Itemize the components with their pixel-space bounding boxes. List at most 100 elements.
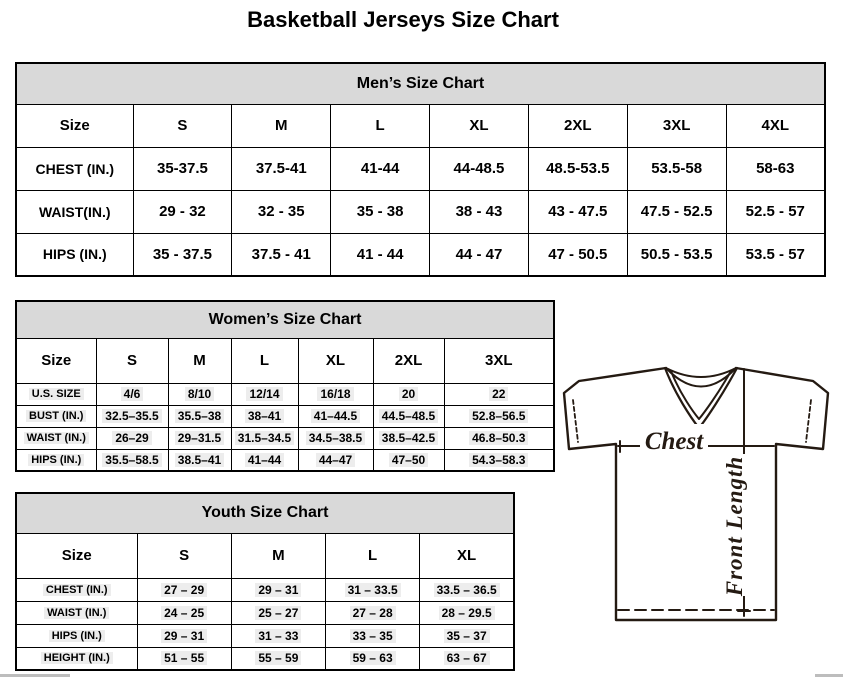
size-value-cell: 29–31.5 [167,426,232,450]
size-value-cell: 50.5 - 53.5 [626,232,727,277]
column-header: L [330,103,431,148]
horizontal-scrollbar-fragment[interactable] [0,674,70,677]
size-value-cell: 41–44.5 [297,404,374,428]
size-value: 31 – 33 [255,628,302,643]
table-caption-row: Youth Size Chart [15,492,515,534]
column-header: M [231,103,332,148]
size-value: 4/6 [120,387,144,401]
horizontal-scrollbar-fragment[interactable] [815,674,843,677]
row-label: CHEST (IN.) [15,577,138,602]
size-value-cell: 16/18 [297,382,374,406]
size-value-cell: 52.8–56.5 [443,404,555,428]
size-value-cell: 28 – 29.5 [419,600,515,625]
right-cuff-dashed-line [805,399,812,443]
vneck-inner-line [670,370,732,420]
size-value-cell: 41 - 44 [330,232,431,277]
size-value-cell: 22 [443,382,555,406]
column-header: L [324,532,421,579]
front-length-label-backdrop [730,454,757,596]
chest-label-backdrop [640,424,708,452]
youth-size-chart-table: Youth Size Chart Size S M L XL CHEST (IN… [15,492,515,671]
row-label-text: U.S. SIZE [28,388,84,400]
column-header: 3XL [443,337,555,384]
row-label: HIPS (IN.) [15,623,138,648]
size-value-cell: 31 – 33 [230,623,327,648]
size-value-cell: 32.5–35.5 [95,404,169,428]
size-value: 29 – 31 [255,582,302,597]
size-value: 26–29 [112,431,152,445]
column-header: S [136,532,232,579]
row-label-text: BUST (IN.) [26,410,87,422]
size-value-cell: 37.5 - 41 [231,232,332,277]
size-value: 35 – 37 [443,628,490,643]
row-label-text: HIPS (IN.) [28,453,85,466]
column-header: S [95,337,169,384]
column-header: 4XL [725,103,826,148]
table-header-row: Size S M L XL 2XL 3XL [15,337,555,384]
size-value: 32.5–35.5 [102,409,162,423]
size-value-cell: 38.5–42.5 [372,426,445,450]
womens-size-chart-table: Women’s Size Chart Size S M L XL 2XL 3XL… [15,300,556,472]
table-row: BUST (IN.) 32.5–35.5 35.5–38 38–41 41–44… [15,404,555,428]
column-header: Size [15,103,134,148]
table-row: U.S. SIZE 4/6 8/10 12/14 16/18 20 22 [15,382,555,406]
row-label-text: HIPS (IN.) [48,629,105,642]
size-value-cell: 47–50 [372,448,445,472]
front-length-label: Front Length [722,456,747,597]
chest-label: Chest [645,428,704,455]
column-header: Size [15,337,97,384]
row-label: HIPS (IN.) [15,448,97,472]
table-row: HIPS (IN.) 35 - 37.5 37.5 - 41 41 - 44 4… [15,232,826,277]
row-label-text: CHEST (IN.) [42,583,111,596]
size-value: 31 – 33.5 [344,582,401,597]
size-value: 8/10 [184,387,215,401]
table-row: HEIGHT (IN.) 51 – 55 55 – 59 59 – 63 63 … [15,646,515,671]
size-value: 51 – 55 [161,651,208,666]
row-label: WAIST(IN.) [15,189,134,234]
size-value-cell: 37.5-41 [231,146,332,191]
column-header: XL [419,532,515,579]
table-row: WAIST (IN.) 24 – 25 25 – 27 27 – 28 28 –… [15,600,515,625]
size-value-cell: 35 – 37 [419,623,515,648]
row-label: CHEST (IN.) [15,146,134,191]
table-row: WAIST(IN.) 29 - 32 32 - 35 35 - 38 38 - … [15,189,826,234]
size-value-cell: 29 - 32 [132,189,233,234]
size-value-cell: 38 - 43 [429,189,529,234]
size-value-cell: 55 – 59 [230,646,327,671]
size-value: 27 – 28 [349,605,396,620]
size-value-cell: 29 – 31 [136,623,232,648]
size-value-cell: 44–47 [297,448,374,472]
size-value: 28 – 29.5 [438,605,495,620]
row-label: WAIST (IN.) [15,426,97,450]
size-value: 29–31.5 [174,431,225,445]
size-value-cell: 43 - 47.5 [527,189,628,234]
size-value-cell: 12/14 [230,382,299,406]
size-value: 34.5–38.5 [305,431,366,445]
table-row: HIPS (IN.) 29 – 31 31 – 33 33 – 35 35 – … [15,623,515,648]
row-label-text: HEIGHT (IN.) [40,652,113,665]
size-value: 35.5–38 [174,409,225,423]
size-value: 16/18 [317,387,354,401]
row-label: HIPS (IN.) [15,232,134,277]
youth-table-caption: Youth Size Chart [15,492,515,534]
size-value: 27 – 29 [161,582,208,597]
size-value: 25 – 27 [255,605,302,620]
size-value: 22 [489,387,509,401]
size-value-cell: 26–29 [95,426,169,450]
table-row: WAIST (IN.) 26–29 29–31.5 31.5–34.5 34.5… [15,426,555,450]
size-value-cell: 46.8–50.3 [443,426,555,450]
size-value: 33.5 – 36.5 [433,582,500,597]
size-value-cell: 63 – 67 [419,646,515,671]
size-value-cell: 41–44 [230,448,299,472]
row-label-text: WAIST (IN.) [44,606,110,619]
size-value-cell: 35 - 38 [330,189,431,234]
column-header: 3XL [626,103,727,148]
size-value: 63 – 67 [443,651,490,666]
collar-band-arc [665,367,737,378]
size-value: 12/14 [246,387,283,401]
table-caption-row: Men’s Size Chart [15,62,826,105]
table-caption-row: Women’s Size Chart [15,300,555,339]
page-title: Basketball Jerseys Size Chart [247,7,559,32]
size-value-cell: 33 – 35 [324,623,421,648]
size-value-cell: 34.5–38.5 [297,426,374,450]
